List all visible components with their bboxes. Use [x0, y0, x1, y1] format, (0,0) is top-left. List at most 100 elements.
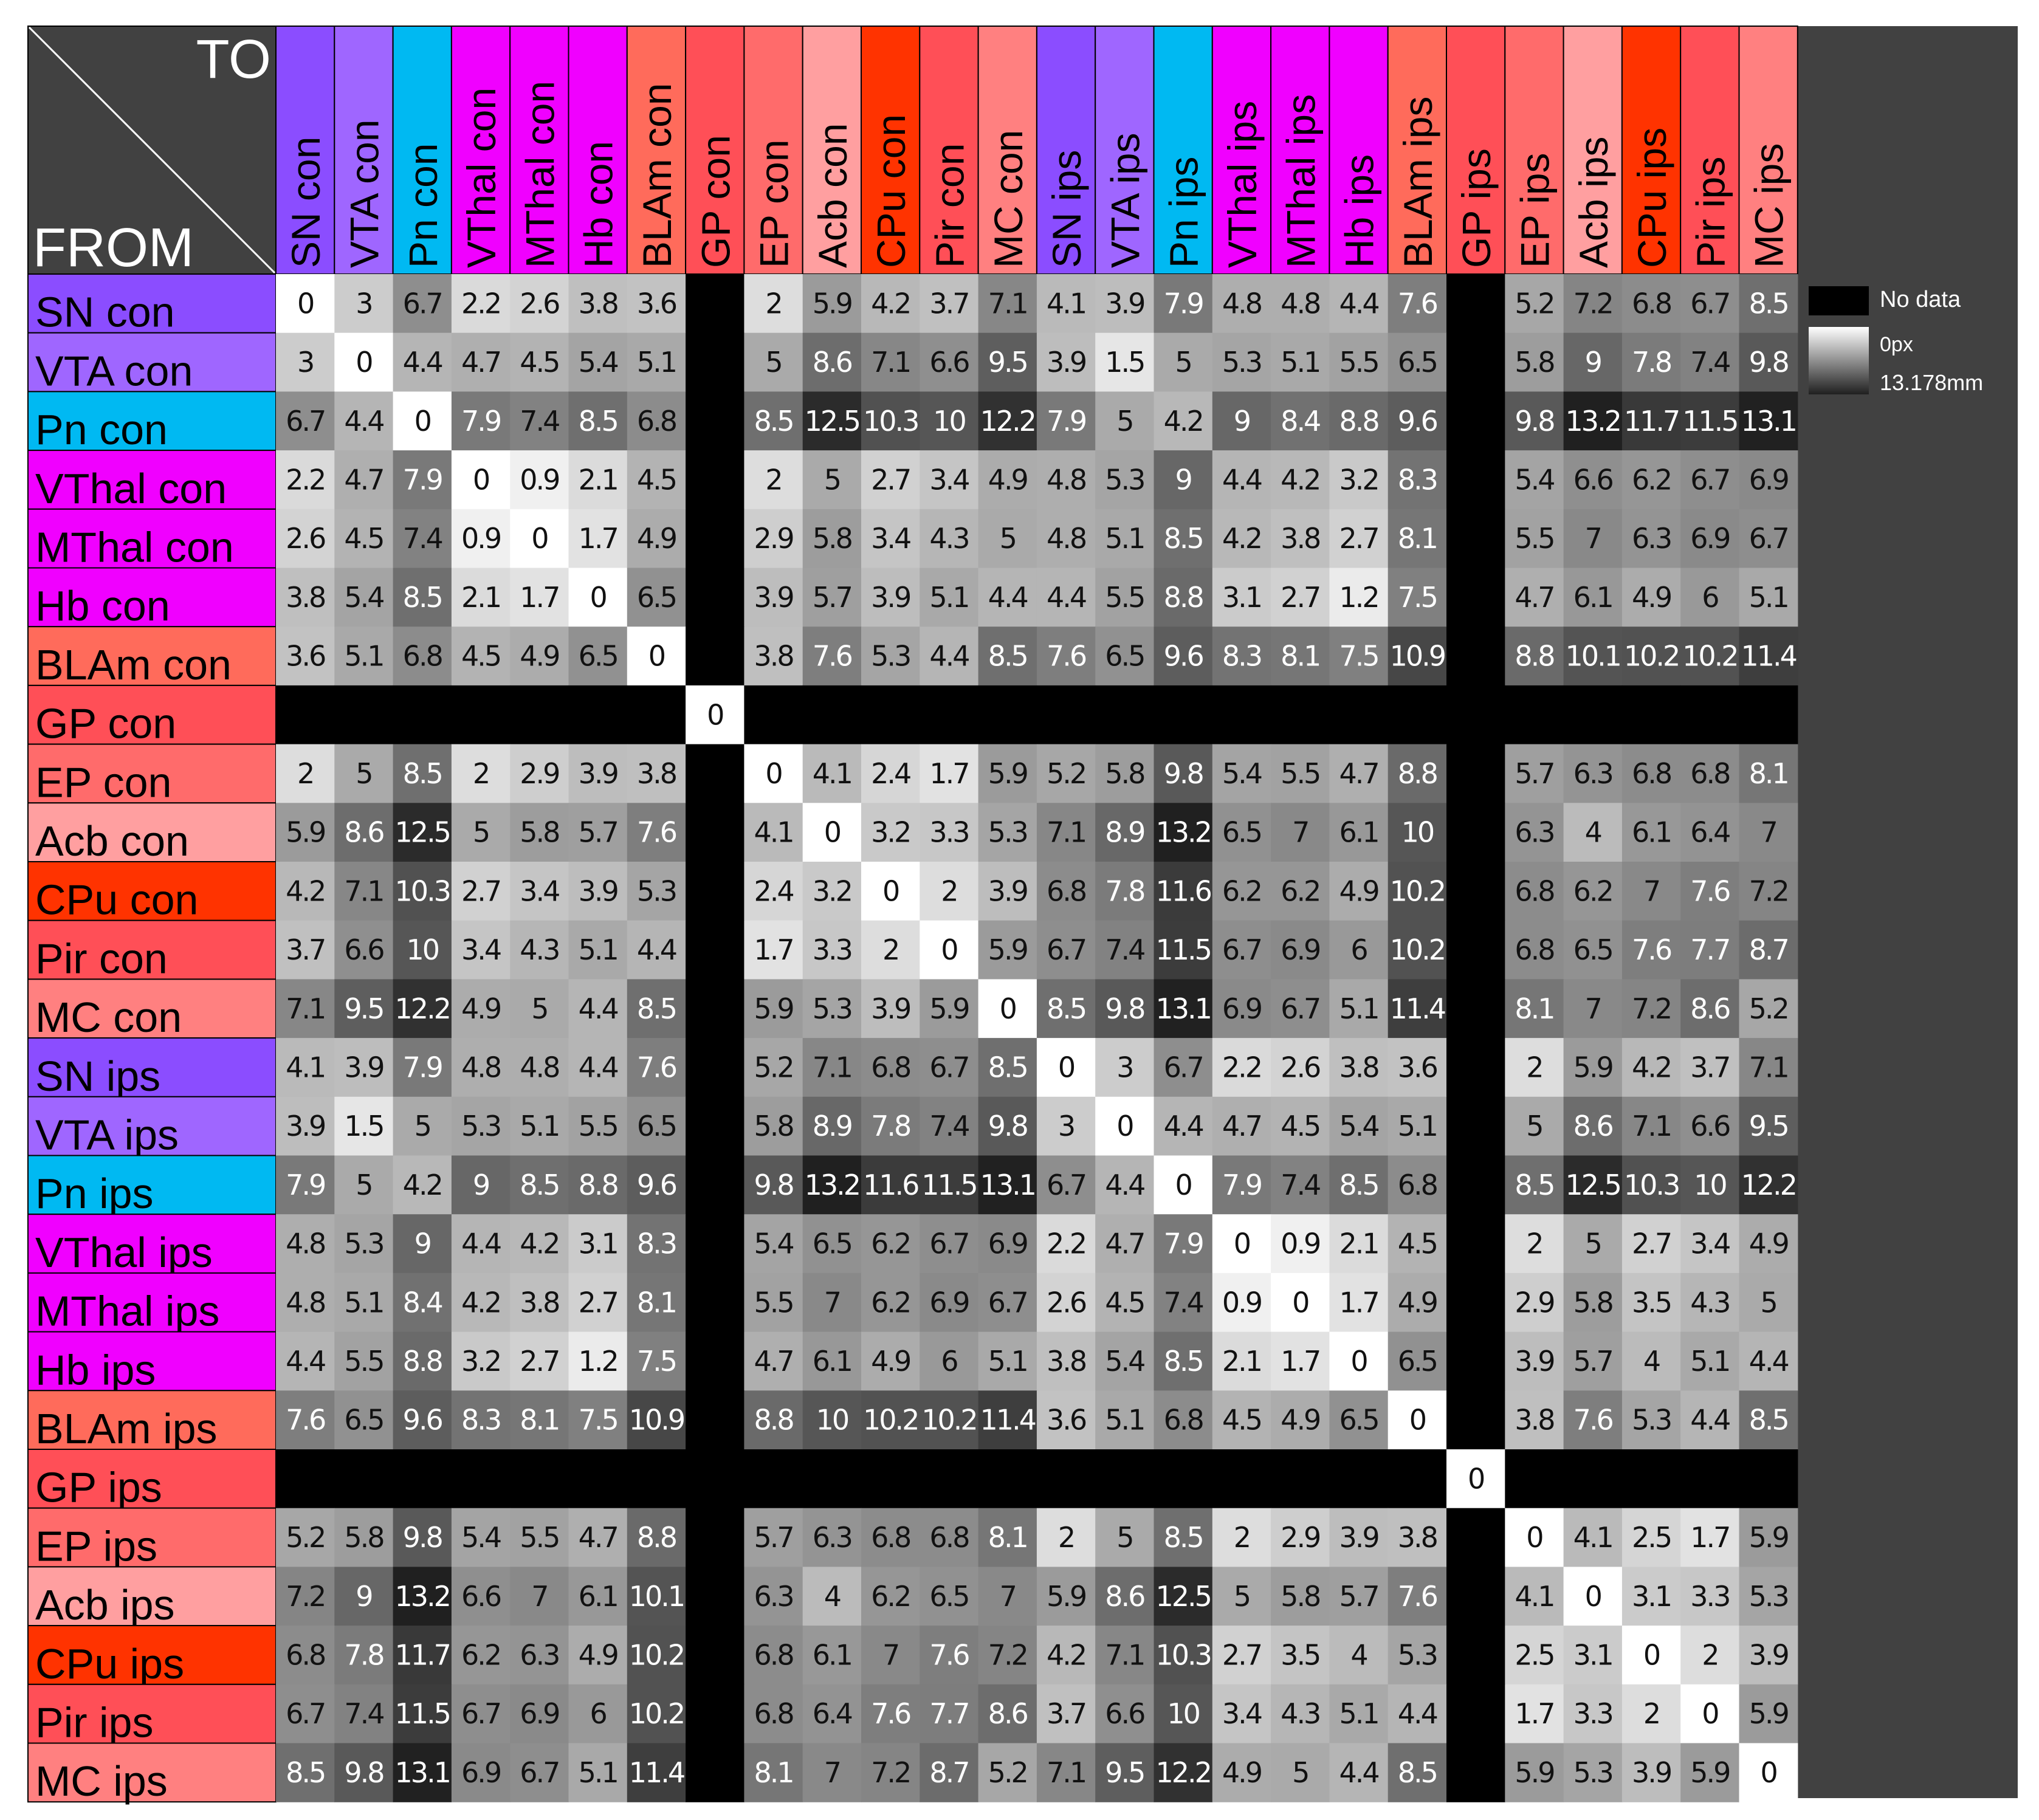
heatmap-cell [861, 568, 920, 627]
heatmap-cell [1739, 862, 1798, 921]
cell-label: 6.8 [871, 1521, 910, 1554]
cell-label: 8.6 [344, 816, 383, 849]
heatmap-cell [627, 332, 686, 392]
cell-label: 4.4 [1339, 287, 1378, 320]
heatmap-cell [627, 744, 686, 803]
cell-label: 5.9 [813, 287, 852, 320]
heatmap-cell [686, 1096, 744, 1156]
heatmap-cell [1505, 274, 1564, 334]
heatmap-cell [1563, 1096, 1623, 1156]
cell-label: 4.4 [344, 405, 383, 438]
heatmap-cells: 0 3 6.7 2.2 2.6 3.8 3.6 2 5.9 4.2 3.7 7.1 4.1 3.9 7.9 4… [276, 274, 1798, 1802]
heatmap-cell [510, 1096, 569, 1156]
cell-label: 8.5 [403, 581, 442, 614]
heatmap-cell [1212, 1096, 1271, 1156]
heatmap-cell [1621, 1096, 1681, 1156]
row-label-mthal-ips: MThal ips [35, 1288, 219, 1335]
cell-label: 5 [1526, 1110, 1542, 1142]
heatmap-cell [1095, 509, 1155, 569]
cell-label: 5.9 [1047, 1580, 1086, 1613]
cell-label: 4.7 [461, 346, 500, 379]
cell-label: 4.9 [520, 640, 559, 673]
cell-label: 4.2 [403, 1169, 442, 1201]
heatmap-cell [920, 1743, 979, 1802]
heatmap-cell [1446, 391, 1505, 451]
cell-label: 4.4 [1222, 463, 1262, 496]
heatmap-cell [1680, 920, 1740, 980]
cell-label: 10.1 [629, 1580, 684, 1613]
heatmap-cell [334, 509, 394, 569]
cell-label: 0 [356, 346, 372, 379]
heatmap-cell [1271, 744, 1330, 803]
heatmap-cell [1680, 1390, 1740, 1450]
heatmap-cell [393, 391, 452, 451]
heatmap-cell [1505, 391, 1564, 451]
heatmap-cell [1680, 1096, 1740, 1156]
row-label-sn-con: SN con [35, 289, 175, 336]
heatmap-cell [861, 1038, 920, 1097]
row-header-bg-pir-con-11 [27, 919, 277, 980]
cell-label: 3.9 [286, 1110, 325, 1142]
cell-label: 8.1 [520, 1404, 559, 1437]
heatmap-cell [744, 1390, 803, 1450]
cell-label: 7 [1000, 1580, 1016, 1613]
heatmap-cell [1446, 332, 1505, 392]
cell-label: 6.7 [286, 1697, 325, 1730]
heatmap-cell [1095, 1214, 1155, 1274]
col-label-pn-ips: Pn ips [1161, 157, 1206, 268]
heatmap-cell [393, 1214, 452, 1274]
cell-label: 4.7 [1222, 1110, 1261, 1142]
heatmap-cell [1154, 1684, 1213, 1744]
cell-label: 11.4 [629, 1756, 684, 1789]
heatmap-cell [627, 979, 686, 1039]
heatmap-cell [802, 744, 862, 803]
heatmap-cell [1095, 1449, 1155, 1509]
col-label-sn-ips: SN ips [1044, 150, 1089, 268]
heatmap-cell [978, 1155, 1037, 1215]
cell-label: 5.7 [1339, 1580, 1378, 1613]
cell-label: 5.1 [579, 933, 617, 966]
cell-label: 11.6 [1155, 874, 1211, 907]
heatmap-cell [1036, 803, 1096, 862]
heatmap-cell [744, 274, 803, 334]
heatmap-cell [1271, 1743, 1330, 1802]
heatmap-cell [1095, 627, 1155, 686]
heatmap-cell [1621, 1508, 1681, 1567]
heatmap-cell [393, 1743, 452, 1802]
heatmap-cell [1387, 391, 1447, 451]
heatmap-cell [1036, 391, 1096, 451]
cell-label: 6.7 [1690, 463, 1729, 496]
heatmap-cell [1739, 1096, 1798, 1156]
cell-label: 7.9 [1164, 287, 1203, 320]
cell-label: 5.1 [1105, 1404, 1144, 1437]
cell-label: 2.7 [520, 1345, 559, 1378]
heatmap-cell [568, 627, 628, 686]
cell-label: 9.6 [1398, 405, 1437, 438]
heatmap-cell [1505, 1508, 1564, 1567]
cell-label: 3.9 [1515, 1345, 1554, 1378]
cell-label: 3.3 [813, 933, 851, 966]
cell-label: 10.1 [1566, 640, 1620, 673]
heatmap-cell [920, 803, 979, 862]
heatmap-cell [686, 1214, 744, 1274]
cell-label: 4.4 [1398, 1697, 1437, 1730]
cell-label: 4.9 [579, 1638, 618, 1671]
row-label-hb-ips: Hb ips [35, 1346, 156, 1393]
heatmap-cell [802, 920, 862, 980]
heatmap-cell [1505, 979, 1564, 1039]
cell-label: 4.8 [286, 1228, 325, 1260]
row-header-bg-sn-con-0 [27, 273, 277, 334]
heatmap-cell [861, 1508, 920, 1567]
cell-label: 9.5 [344, 992, 383, 1025]
heatmap-cell [920, 1567, 979, 1626]
heatmap-cell [1154, 1214, 1213, 1274]
cell-label: 3.4 [929, 463, 969, 496]
cell-label: 10.2 [629, 1638, 684, 1671]
heatmap-cell [1095, 1272, 1155, 1333]
cell-label: 3.9 [579, 757, 618, 790]
cell-label: 0.9 [1222, 1286, 1262, 1319]
cell-label: 5.9 [1573, 1051, 1613, 1083]
heatmap-cell [686, 450, 744, 510]
cell-label: 4.4 [461, 1228, 501, 1260]
heatmap-cell [1154, 744, 1213, 803]
